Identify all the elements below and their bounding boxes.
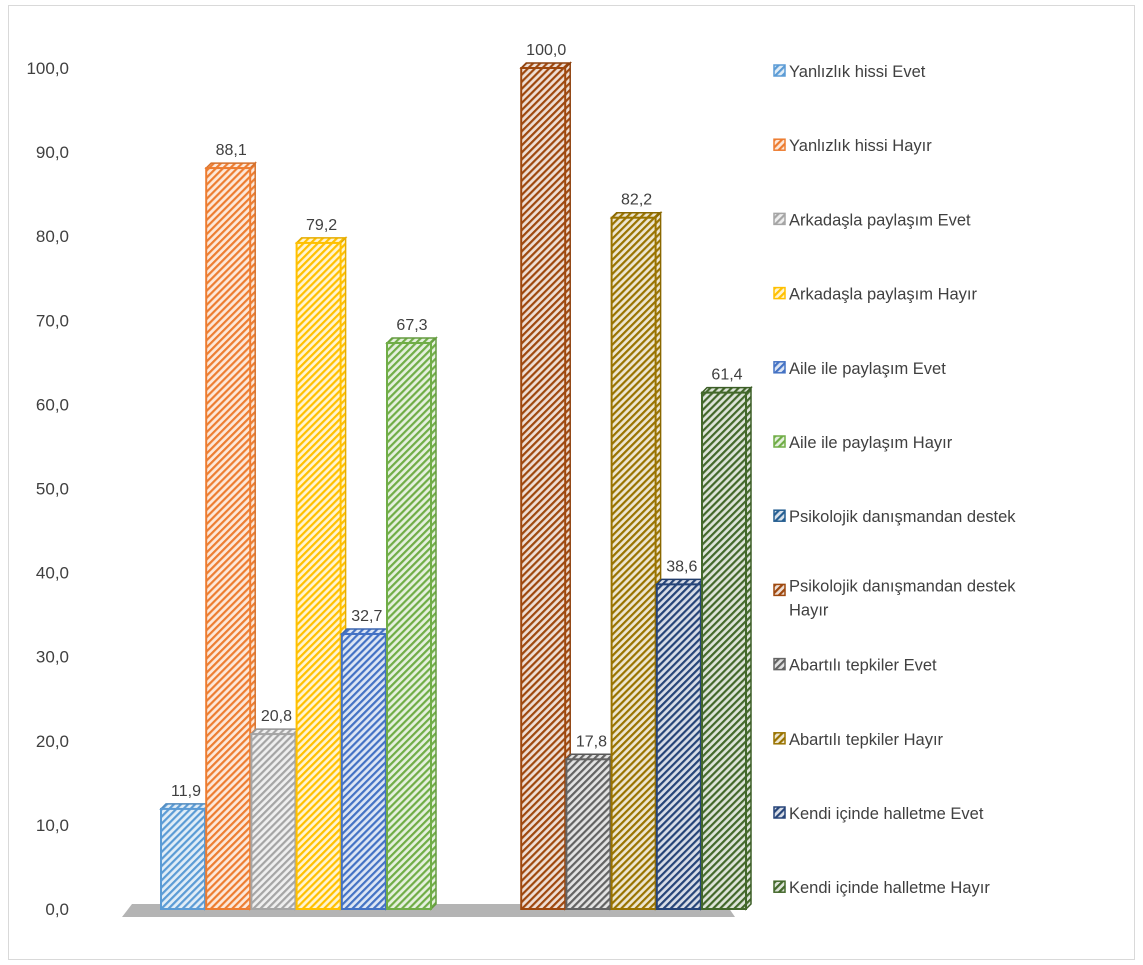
- legend-label: Yanlızlık hissi Evet: [789, 63, 926, 81]
- legend-item: Abartılı tepkiler Evet: [773, 657, 937, 675]
- y-axis: 0,0 10,0 20,0 30,0 40,0 50,0 60,0 70,0 80,0 90,0 1…: [26, 59, 69, 919]
- bar: [294, 236, 348, 911]
- legend-label: Psikolojik danışmandan destek: [789, 508, 1016, 526]
- bar-front: [205, 167, 252, 911]
- legend-swatch: [773, 583, 786, 597]
- legend-label: Yanlızlık hissi Hayır: [789, 137, 932, 155]
- bar-front: [340, 632, 387, 910]
- data-label: 67,3: [396, 317, 427, 334]
- legend-swatch: [773, 880, 786, 893]
- legend-label: Aile ile paylaşım Evet: [789, 360, 946, 378]
- legend-label: Kendi içinde halletme Evet: [789, 805, 984, 823]
- chart-frame: 0,0 10,0 20,0 30,0 40,0 50,0 60,0 70,0 80,0 90,0 1…: [8, 5, 1135, 960]
- bar: [204, 161, 258, 911]
- legend-swatch: [773, 806, 786, 819]
- legend-item: Arkadaşla paylaşım Hayır: [773, 286, 977, 304]
- legend-swatch: [773, 64, 786, 77]
- bar-front: [295, 241, 342, 911]
- data-label: 11,9: [171, 783, 201, 800]
- bar-front: [386, 342, 432, 910]
- y-tick-label: 20,0: [36, 732, 69, 751]
- data-label: 38,6: [666, 558, 697, 575]
- legend-label: Arkadaşla paylaşım Hayır: [789, 286, 977, 304]
- data-label: 100,0: [526, 42, 566, 59]
- bar: [609, 210, 663, 911]
- bar: [564, 752, 618, 911]
- legend-label: Arkadaşla paylaşım Evet: [789, 211, 971, 229]
- y-tick-label: 0,0: [45, 900, 69, 919]
- bar: [519, 61, 573, 911]
- legend-item: Abartılı tepkiler Hayır: [773, 731, 944, 749]
- legend-item: Kendi içinde halletme Evet: [773, 805, 984, 823]
- data-label: 88,1: [216, 142, 247, 159]
- legend-item: Psikolojik danışmandan destek: [773, 508, 1016, 526]
- y-tick-label: 60,0: [36, 395, 69, 414]
- legend-item: Arkadaşla paylaşım Evet: [773, 211, 971, 229]
- data-label: 61,4: [711, 367, 742, 384]
- data-labels: 11,9 88,1 20,8 79,2 32,7 67,3 100,0 17,8 82,2 38,…: [171, 42, 743, 800]
- bar-front: [160, 807, 206, 911]
- legend-label: Aile ile paylaşım Hayır: [789, 434, 953, 452]
- bars: [159, 61, 753, 911]
- legend-label: Abartılı tepkiler Hayır: [789, 731, 944, 749]
- legend-item: Aile ile paylaşım Evet: [773, 360, 946, 378]
- y-tick-label: 90,0: [36, 143, 69, 162]
- y-tick-label: 40,0: [36, 564, 69, 583]
- legend-swatch: [773, 657, 786, 671]
- legend: Yanlızlık hissi Evet Yanlızlık hissi Hayı…: [773, 63, 1016, 897]
- y-tick-label: 10,0: [36, 816, 69, 835]
- bar: [339, 627, 393, 911]
- bar: [654, 577, 708, 911]
- legend-item: Yanlızlık hissi Evet: [773, 63, 926, 81]
- data-label: 79,2: [306, 217, 337, 234]
- y-tick-label: 70,0: [36, 311, 69, 330]
- legend-swatch: [773, 435, 786, 448]
- chart-canvas: 0,0 10,0 20,0 30,0 40,0 50,0 60,0 70,0 80,0 90,0 1…: [26, 42, 1016, 919]
- y-tick-label: 80,0: [36, 227, 69, 246]
- legend-item: Psikolojik danışmandan destek Hayır: [773, 577, 1016, 619]
- legend-item: Kendi içinde halletme Hayır: [773, 879, 990, 897]
- bar: [385, 336, 438, 911]
- data-label: 17,8: [576, 733, 607, 750]
- bar-front: [520, 67, 567, 910]
- bar-front: [610, 216, 657, 910]
- legend-swatch: [773, 212, 786, 226]
- bar-front: [655, 583, 702, 911]
- y-tick-label: 30,0: [36, 648, 69, 667]
- bar: [700, 385, 753, 911]
- bar-front: [250, 733, 297, 911]
- legend-swatch: [773, 138, 786, 151]
- legend-item: Aile ile paylaşım Hayır: [773, 434, 953, 452]
- bar-front: [565, 758, 612, 910]
- bar-front: [701, 391, 747, 911]
- y-tick-label: 50,0: [36, 480, 69, 499]
- data-label: 82,2: [621, 192, 652, 209]
- bar: [249, 727, 303, 911]
- legend-label: Psikolojik danışmandan destek Hayır: [789, 577, 1016, 619]
- legend-label: Abartılı tepkiler Evet: [789, 657, 937, 675]
- legend-swatch: [773, 509, 786, 522]
- legend-swatch: [773, 732, 786, 745]
- legend-item: Yanlızlık hissi Hayır: [773, 137, 932, 155]
- data-label: 20,8: [261, 708, 292, 725]
- legend-label: Kendi içinde halletme Hayır: [789, 879, 990, 897]
- bar: [159, 802, 212, 911]
- y-tick-label: 100,0: [26, 59, 69, 78]
- legend-swatch: [773, 286, 786, 300]
- data-label: 32,7: [351, 608, 382, 625]
- legend-swatch: [773, 361, 786, 374]
